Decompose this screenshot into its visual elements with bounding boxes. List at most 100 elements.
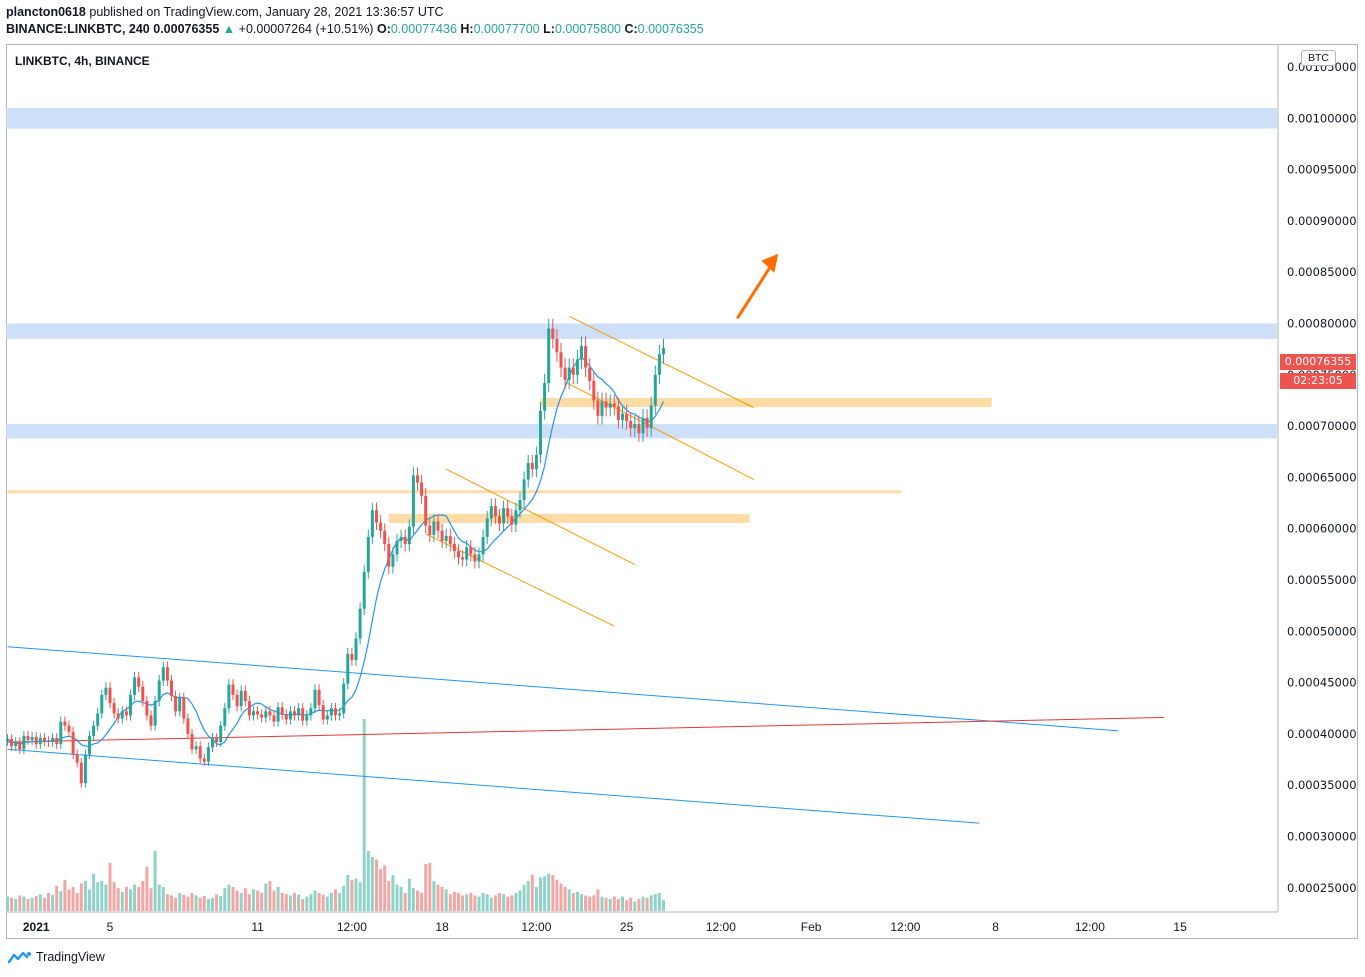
volume-bar-34 (145, 866, 149, 911)
volume-bar-103 (428, 863, 432, 911)
volume-bar-147 (608, 899, 612, 911)
support-level-2 (388, 513, 750, 523)
volume-bar-36 (153, 851, 157, 911)
price-tick-label-8: 0.00065000 (1287, 470, 1357, 484)
candle-body-51 (215, 738, 219, 743)
tradingview-brand[interactable]: TradingView (8, 950, 105, 964)
candle-body-116 (481, 536, 485, 555)
candle-body-106 (440, 530, 444, 542)
candle-body-50 (211, 738, 214, 748)
candle-body-113 (469, 547, 473, 555)
time-axis[interactable]: 2021 5 11 12:00 18 12:00 25 12:00 Feb 12:00 8 12:00… (23, 920, 1187, 934)
low-label: L: (543, 22, 555, 36)
volume-bar-67 (280, 893, 284, 911)
high-label: H: (460, 22, 474, 36)
candle-body-62 (260, 714, 264, 718)
volume-bar-88 (366, 851, 370, 911)
volume-bar-75 (313, 890, 317, 911)
volume-bar-126 (522, 884, 526, 911)
time-tick-label-6: 25 (620, 920, 634, 934)
volume-bar-14 (63, 879, 67, 911)
volume-bar-42 (178, 893, 182, 911)
channel-line-4 (7, 646, 1119, 732)
volume-bar-62 (260, 893, 264, 911)
volume-bar-117 (485, 894, 489, 911)
candle-body-37 (157, 680, 161, 702)
candle-body-57 (239, 690, 243, 707)
volume-bar-135 (559, 883, 563, 911)
volume-bar-115 (477, 896, 481, 911)
time-tick-label-3: 12:00 (337, 920, 367, 934)
volume-bar-54 (227, 884, 231, 911)
channel-line-3 (425, 533, 615, 627)
candle-body-22 (96, 713, 100, 726)
volume-bar-143 (592, 895, 596, 911)
low-value: 0.00075800 (554, 22, 621, 36)
price-tick-label-12: 0.00045000 (1287, 676, 1357, 690)
candle-body-92 (383, 530, 387, 545)
currency-badge[interactable]: BTC (1301, 50, 1336, 66)
price-axis[interactable]: 0.001050000.001000000.000950000.00090000… (1287, 60, 1357, 895)
volume-bar-50 (211, 897, 214, 911)
symbol-line: BINANCE:LINKBTC, 240 0.00076355 ▲ +0.000… (6, 22, 704, 36)
volume-bar-114 (473, 895, 477, 911)
candle-body-70 (293, 711, 296, 716)
candle-body-115 (477, 554, 481, 562)
time-tick-label-9: 12:00 (890, 920, 920, 934)
volume-bar-109 (452, 891, 456, 911)
volume-bar-82 (342, 885, 346, 911)
candle-body-82 (342, 683, 346, 714)
volume-bar-12 (55, 885, 59, 911)
volume-bar-94 (391, 875, 395, 911)
candle-body-110 (457, 551, 460, 558)
channel-line-6 (7, 716, 1164, 743)
volume-bar-153 (633, 901, 637, 911)
candle-body-75 (313, 689, 317, 709)
candle-body-88 (366, 536, 370, 572)
candle-body-139 (575, 359, 579, 375)
candle-body-153 (633, 424, 637, 429)
last-price: 0.00076355 (153, 22, 220, 36)
candle-body-39 (165, 667, 169, 681)
candle-body-151 (625, 413, 629, 421)
volume-bar-138 (571, 893, 575, 911)
candle-body-41 (174, 695, 178, 712)
candle-body-142 (588, 367, 592, 381)
candle-body-147 (608, 403, 612, 408)
price-tick-label-4: 0.00085000 (1287, 265, 1357, 279)
candle-body-27 (116, 713, 120, 719)
time-tick-label-2: 11 (251, 920, 264, 934)
candle-body-5 (26, 735, 30, 741)
candle-body-64 (268, 711, 272, 716)
zone-band-1 (6, 323, 1277, 339)
volume-bar-133 (551, 875, 555, 911)
price-tick-label-10: 0.00055000 (1287, 573, 1357, 587)
candle-body-38 (161, 667, 165, 681)
candle-body-33 (141, 686, 145, 702)
candle-body-112 (465, 547, 469, 560)
candle-body-118 (489, 506, 493, 519)
support-level-0 (540, 398, 992, 408)
volume-bar-60 (252, 889, 255, 911)
candle-body-143 (592, 380, 596, 401)
volume-bar-17 (75, 893, 79, 911)
volume-bar-111 (461, 895, 465, 911)
volume-bar-3 (18, 895, 22, 911)
volume-bar-145 (600, 896, 604, 911)
price-tick-label-5: 0.00080000 (1287, 317, 1357, 331)
zone-band-0 (6, 108, 1277, 129)
volume-bar-127 (526, 881, 530, 911)
volume-bar-125 (518, 890, 522, 911)
candle-body-61 (256, 711, 260, 715)
tradingview-logo-icon (8, 951, 31, 964)
author-name[interactable]: plancton0618 (6, 5, 86, 19)
volume-bar-65 (272, 890, 276, 911)
candle-body-158 (653, 374, 657, 406)
volume-bar-77 (321, 894, 325, 911)
candle-body-97 (403, 536, 407, 545)
candle-body-154 (637, 424, 641, 434)
volume-bar-104 (432, 881, 436, 911)
volume-layer (6, 719, 665, 911)
volume-bar-21 (92, 873, 96, 911)
